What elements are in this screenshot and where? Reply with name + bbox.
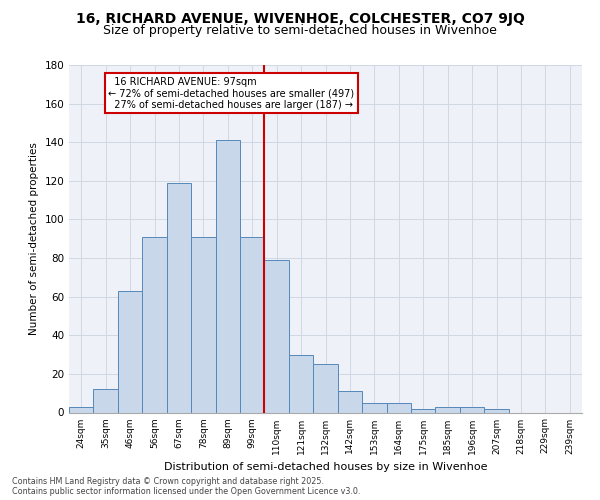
Text: Contains HM Land Registry data © Crown copyright and database right 2025.: Contains HM Land Registry data © Crown c…	[12, 477, 324, 486]
Text: 16, RICHARD AVENUE, WIVENHOE, COLCHESTER, CO7 9JQ: 16, RICHARD AVENUE, WIVENHOE, COLCHESTER…	[76, 12, 524, 26]
Bar	[362, 403, 386, 412]
Text: Contains public sector information licensed under the Open Government Licence v3: Contains public sector information licen…	[12, 487, 361, 496]
Bar	[215, 140, 240, 412]
Bar	[142, 237, 167, 412]
Bar	[386, 403, 411, 412]
Text: Size of property relative to semi-detached houses in Wivenhoe: Size of property relative to semi-detach…	[103, 24, 497, 37]
Bar	[94, 390, 118, 412]
Bar	[411, 408, 436, 412]
X-axis label: Distribution of semi-detached houses by size in Wivenhoe: Distribution of semi-detached houses by …	[164, 462, 487, 472]
Bar	[436, 406, 460, 412]
Bar	[484, 408, 509, 412]
Bar	[167, 183, 191, 412]
Bar	[338, 392, 362, 412]
Bar	[118, 291, 142, 412]
Y-axis label: Number of semi-detached properties: Number of semi-detached properties	[29, 142, 39, 335]
Bar	[69, 406, 94, 412]
Bar	[313, 364, 338, 412]
Bar	[460, 406, 484, 412]
Bar	[240, 237, 265, 412]
Bar	[191, 237, 215, 412]
Bar	[265, 260, 289, 412]
Bar	[289, 354, 313, 412]
Text: 16 RICHARD AVENUE: 97sqm
← 72% of semi-detached houses are smaller (497)
  27% o: 16 RICHARD AVENUE: 97sqm ← 72% of semi-d…	[108, 76, 354, 110]
